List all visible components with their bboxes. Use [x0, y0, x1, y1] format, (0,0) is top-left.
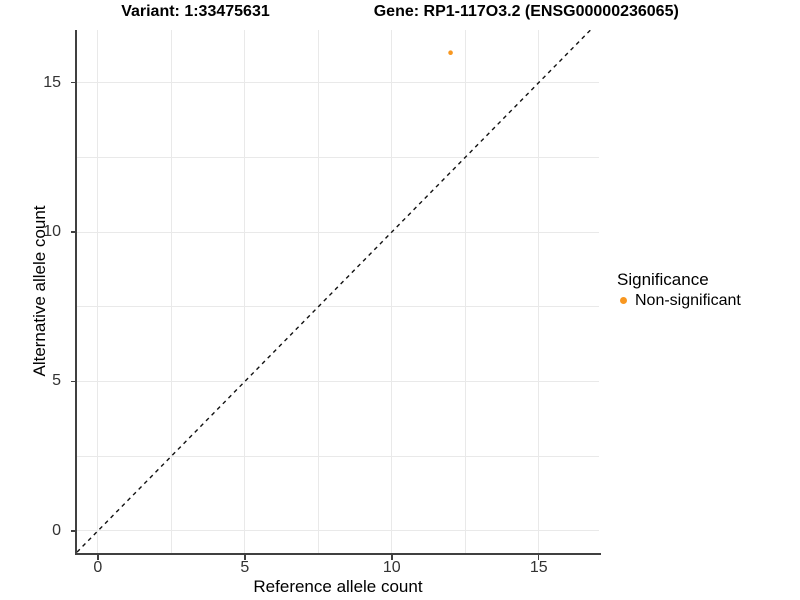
- y-tick-label: 0: [52, 521, 61, 539]
- vertical-gridline: [170, 30, 172, 553]
- legend: Significance Non-significant: [617, 270, 741, 310]
- legend-title: Significance: [617, 270, 709, 289]
- y-axis-line: [75, 30, 77, 555]
- y-tick-label: 10: [43, 223, 61, 241]
- x-axis-title: Reference allele count: [253, 577, 423, 596]
- y-axis-tick-labels: 0 5 10 15: [0, 30, 66, 553]
- vertical-gridline: [244, 30, 246, 553]
- x-tick: [391, 555, 393, 560]
- x-tick-label: 0: [93, 559, 103, 576]
- figure-title-gene: Gene: RP1-117O3.2 (ENSG00000236065): [373, 3, 679, 20]
- horizontal-gridline: [77, 156, 599, 158]
- y-axis-ticks: [71, 30, 76, 553]
- vertical-gridline: [391, 30, 393, 553]
- identity-line: [77, 30, 592, 553]
- vertical-gridline: [538, 30, 540, 553]
- plot-canvas: [77, 30, 592, 553]
- y-tick: [71, 530, 76, 532]
- legend-entry: Non-significant: [617, 291, 741, 310]
- x-tick: [97, 555, 99, 560]
- horizontal-gridline: [77, 380, 599, 382]
- y-axis-title: Alternative allele count: [30, 205, 49, 377]
- x-axis-tick-labels: 0 5 10 15: [77, 559, 599, 577]
- x-tick-label: 10: [382, 559, 401, 576]
- x-axis-ticks: [77, 555, 599, 560]
- y-tick: [71, 81, 76, 84]
- vertical-gridline: [97, 30, 99, 553]
- data-point: [448, 50, 453, 56]
- y-tick: [71, 380, 76, 383]
- horizontal-gridline: [77, 306, 599, 308]
- vertical-gridline: [464, 30, 466, 553]
- figure-title-row: Variant: 1:33475631 Gene: RP1-117O3.2 (E…: [0, 3, 800, 21]
- horizontal-gridline: [77, 231, 599, 233]
- x-axis-line: [75, 553, 601, 555]
- x-tick: [537, 555, 540, 560]
- y-tick: [71, 231, 76, 233]
- x-tick: [244, 555, 246, 560]
- x-tick-label: 15: [529, 559, 548, 576]
- x-tick-label: 5: [240, 559, 250, 576]
- legend-entry-label: Non-significant: [635, 292, 741, 309]
- plot-panel: [77, 30, 599, 553]
- vertical-gridline: [317, 30, 319, 553]
- horizontal-gridline: [77, 455, 599, 457]
- legend-key-dot: [620, 297, 627, 304]
- horizontal-gridline: [77, 530, 599, 532]
- figure-title-variant: Variant: 1:33475631: [121, 3, 270, 20]
- legend-entries: Non-significant: [617, 291, 741, 310]
- y-tick-label: 15: [43, 73, 61, 91]
- y-tick-label: 5: [52, 372, 61, 390]
- horizontal-gridline: [77, 82, 599, 84]
